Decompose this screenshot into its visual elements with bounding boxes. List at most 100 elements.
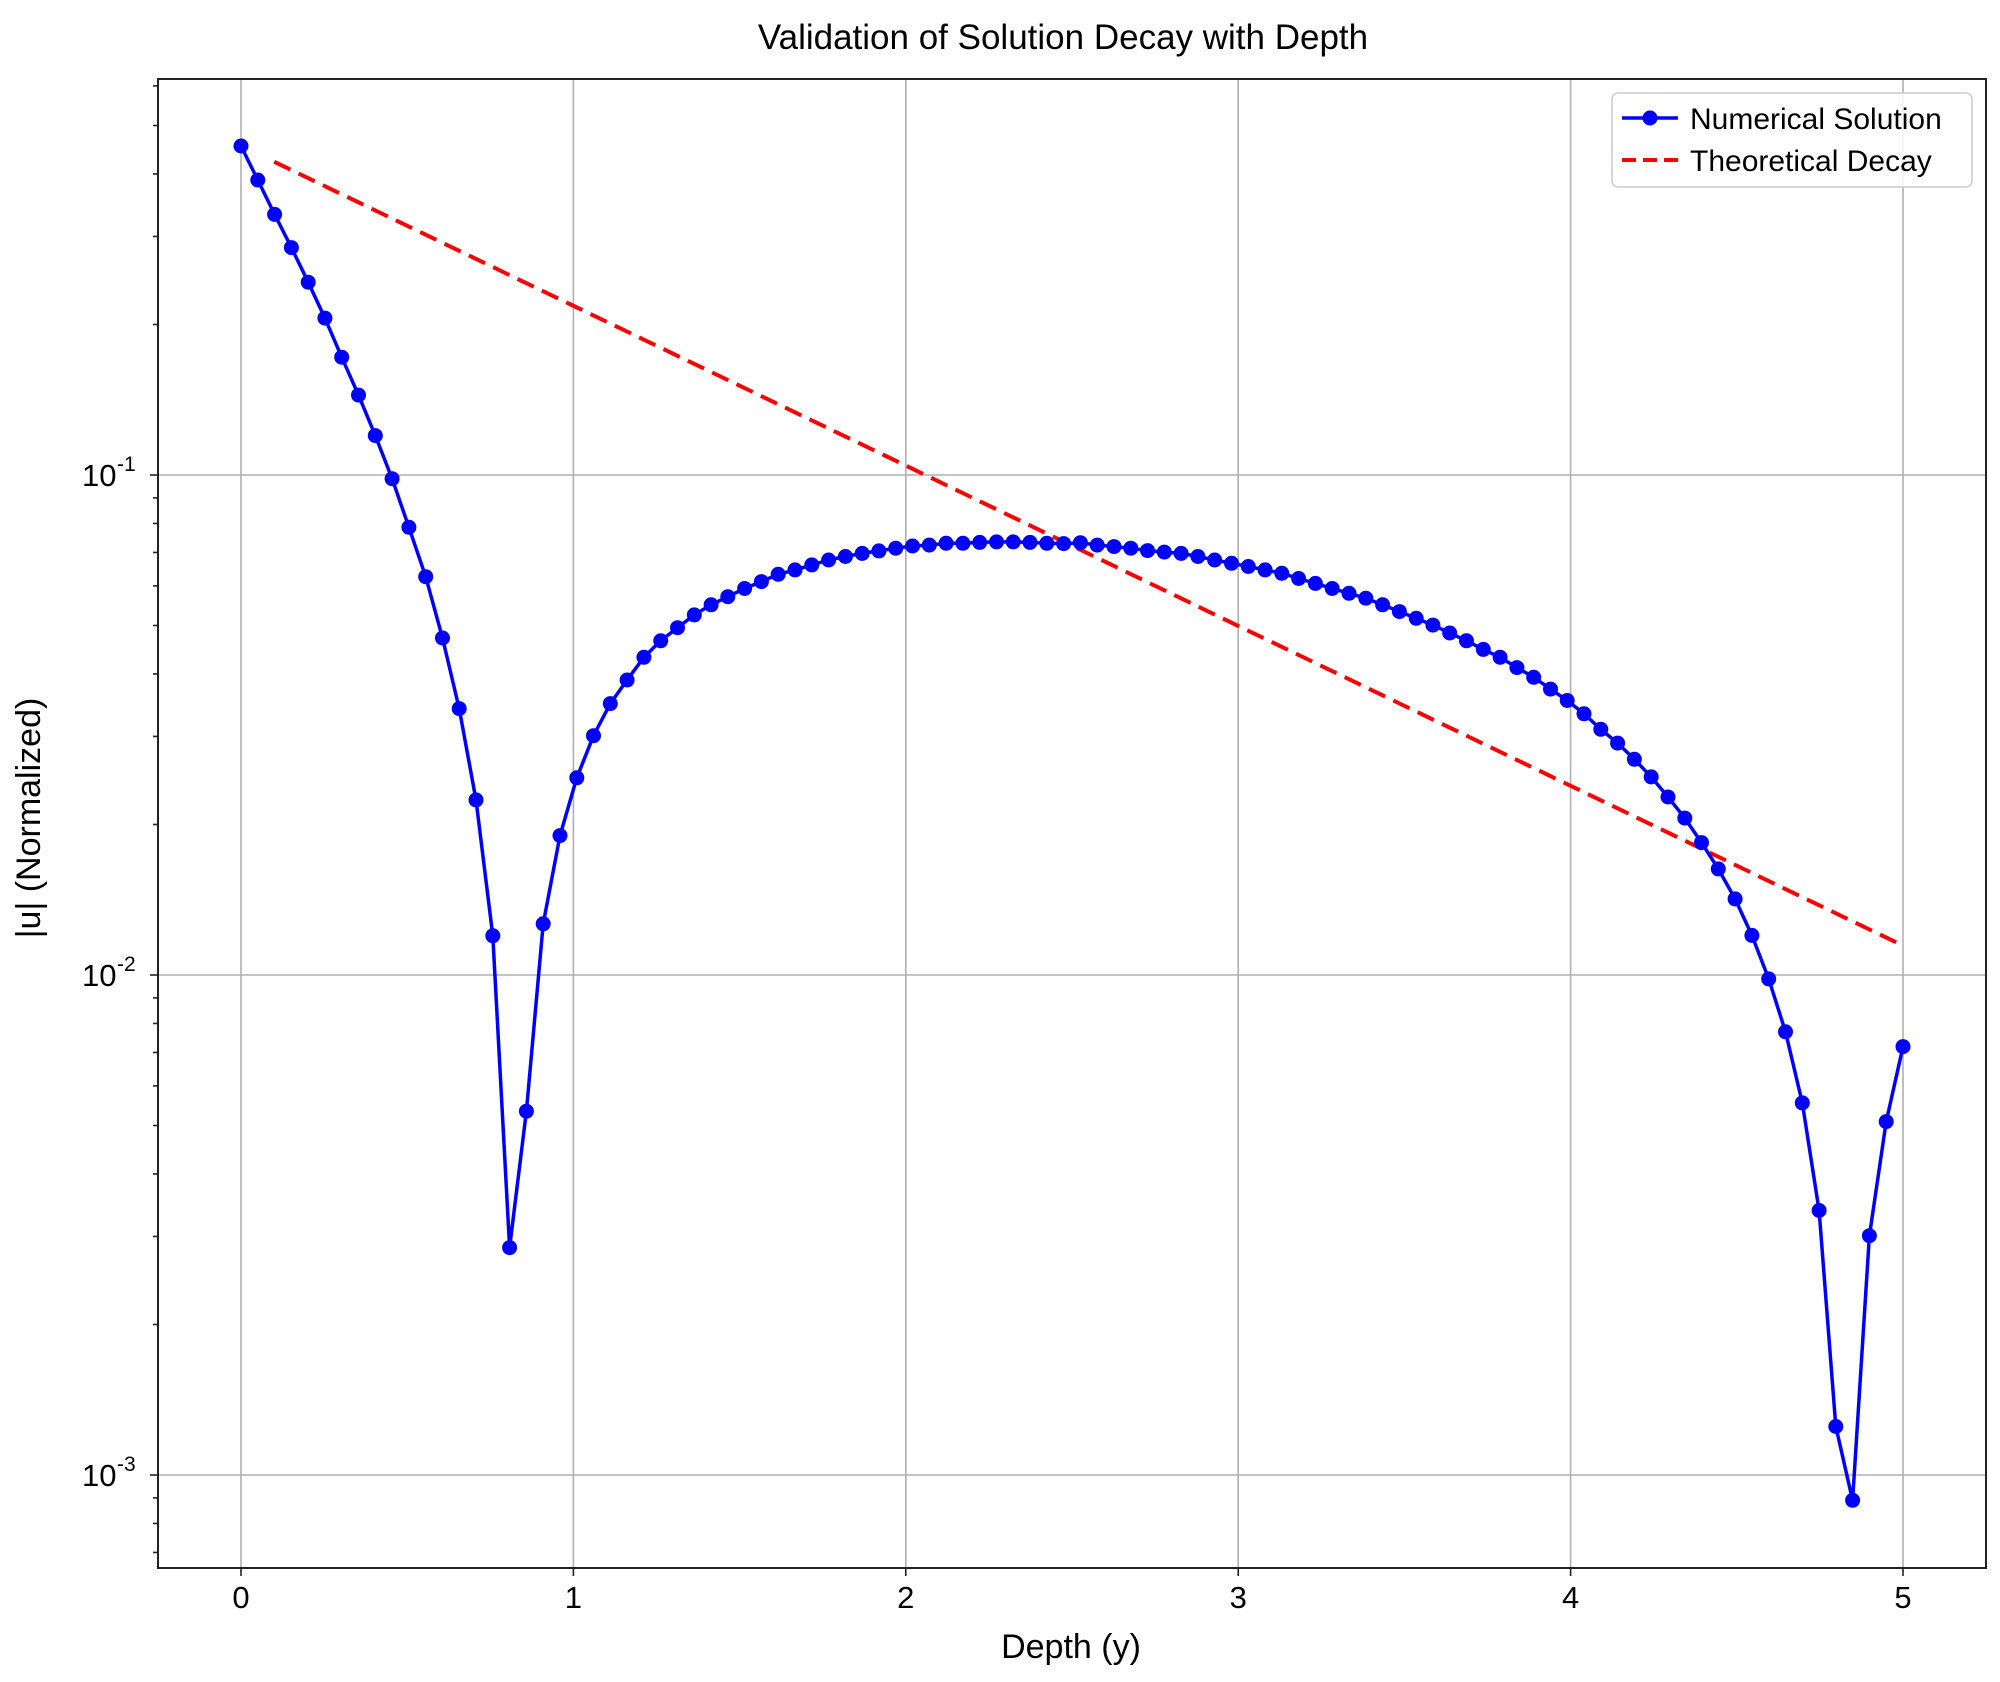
data-point-marker: [804, 557, 820, 573]
x-tick-label: 2: [897, 1580, 914, 1615]
data-point-marker: [1861, 1228, 1877, 1244]
y-tick-exponent: -1: [117, 453, 136, 476]
data-point-marker: [535, 916, 551, 932]
plot-area: [157, 78, 1987, 1569]
data-point-marker: [1207, 552, 1223, 568]
data-point-marker: [619, 672, 635, 688]
data-point-marker: [250, 172, 266, 188]
data-point-marker: [1828, 1419, 1844, 1434]
legend: Numerical Solution Theoretical Decay: [1611, 92, 1973, 188]
data-point-marker: [233, 138, 249, 154]
x-axis-ticks: 0 1 2 3 4 5: [232, 1568, 1912, 1615]
data-point-marker: [1291, 571, 1307, 586]
data-point-marker: [1140, 543, 1155, 559]
data-point-marker: [1056, 536, 1072, 552]
data-point-marker: [1710, 861, 1726, 877]
y-tick-exponent: -2: [117, 953, 136, 976]
legend-label-numerical: Numerical Solution: [1690, 103, 1942, 136]
legend-box: [1611, 92, 1973, 188]
data-point-marker: [1425, 617, 1441, 633]
data-point-marker: [1307, 575, 1323, 591]
data-point-marker: [737, 581, 753, 596]
numerical-solution-line: [233, 138, 1911, 1508]
axes-background: [158, 79, 1986, 1568]
x-tick-label: 4: [1562, 1580, 1579, 1615]
y-tick-exponent: -3: [117, 1453, 136, 1476]
data-point-marker: [1694, 835, 1709, 851]
data-point-marker: [1660, 789, 1676, 805]
data-point-marker: [300, 274, 316, 290]
data-point-marker: [468, 792, 484, 808]
data-point-marker: [1089, 537, 1105, 553]
data-point-marker: [1190, 549, 1206, 564]
data-point-marker: [351, 387, 366, 403]
data-point-marker: [518, 1103, 534, 1119]
data-point-marker: [1274, 565, 1290, 581]
data-point-marker: [502, 1240, 518, 1256]
y-axis-label: |u| (Normalized): [10, 698, 48, 939]
data-point-marker: [837, 549, 853, 564]
data-point-marker: [854, 545, 870, 561]
data-point-marker: [1173, 545, 1189, 561]
data-point-marker: [1072, 535, 1088, 551]
legend-marker-icon: [1642, 110, 1658, 126]
data-point-marker: [686, 607, 702, 623]
data-point-marker: [317, 310, 333, 326]
data-point-marker: [367, 428, 383, 444]
data-point-marker: [1492, 649, 1508, 665]
data-point-marker: [1005, 534, 1021, 550]
x-tick-label: 0: [232, 1580, 249, 1615]
data-point-marker: [1224, 555, 1239, 571]
x-tick-label: 5: [1894, 1580, 1911, 1615]
data-point-marker: [1761, 971, 1777, 987]
data-point-marker: [401, 519, 417, 535]
data-point-marker: [653, 633, 669, 649]
data-point-marker: [1811, 1203, 1827, 1218]
data-point-marker: [1341, 585, 1357, 601]
data-point-marker: [384, 471, 400, 487]
data-point-marker: [1794, 1095, 1810, 1111]
data-point-marker: [1593, 721, 1609, 737]
data-point-marker: [1475, 641, 1491, 657]
data-point-marker: [1778, 1024, 1793, 1040]
data-point-marker: [1257, 562, 1273, 578]
data-point-marker: [921, 537, 937, 553]
data-point-marker: [1123, 540, 1139, 556]
data-point-marker: [451, 701, 467, 717]
data-point-marker: [1240, 559, 1256, 574]
data-point-marker: [1626, 751, 1642, 767]
data-point-marker: [670, 620, 685, 636]
axes-frame: [157, 78, 1987, 1569]
data-point-marker: [569, 770, 585, 786]
data-point-marker: [770, 566, 786, 582]
data-point-marker: [1543, 681, 1558, 697]
data-point-marker: [1509, 660, 1525, 676]
data-point-marker: [720, 589, 736, 605]
data-point-marker: [821, 552, 837, 568]
data-point-marker: [1878, 1114, 1894, 1130]
data-point-marker: [586, 728, 601, 744]
data-point-marker: [1727, 891, 1743, 907]
data-point-marker: [1895, 1039, 1911, 1055]
numerical-solution-path: [239, 145, 1905, 1503]
data-point-marker: [1526, 669, 1542, 685]
x-tick-label: 3: [1230, 1580, 1247, 1615]
x-gridlines: [240, 79, 1904, 1568]
data-point-marker: [418, 569, 434, 585]
data-point-marker: [972, 534, 988, 550]
y-axis-ticks: 10-110-210-3: [82, 85, 158, 1554]
data-point-marker: [938, 535, 954, 551]
legend-item-theoretical: Theoretical Decay: [1622, 145, 1932, 178]
y-tick-label: 10: [82, 958, 116, 993]
data-point-marker: [1845, 1492, 1861, 1508]
data-point-marker: [787, 562, 803, 578]
data-point-marker: [905, 538, 920, 554]
data-point-marker: [871, 543, 887, 559]
data-point-marker: [1408, 610, 1424, 626]
chart-title: Validation of Solution Decay with Depth: [758, 18, 1368, 57]
legend-label-theoretical: Theoretical Decay: [1690, 145, 1932, 178]
data-point-marker: [283, 240, 299, 256]
data-point-marker: [485, 928, 501, 944]
x-axis-label: Depth (y): [1001, 1628, 1141, 1666]
y-gridlines: [158, 474, 1986, 1476]
